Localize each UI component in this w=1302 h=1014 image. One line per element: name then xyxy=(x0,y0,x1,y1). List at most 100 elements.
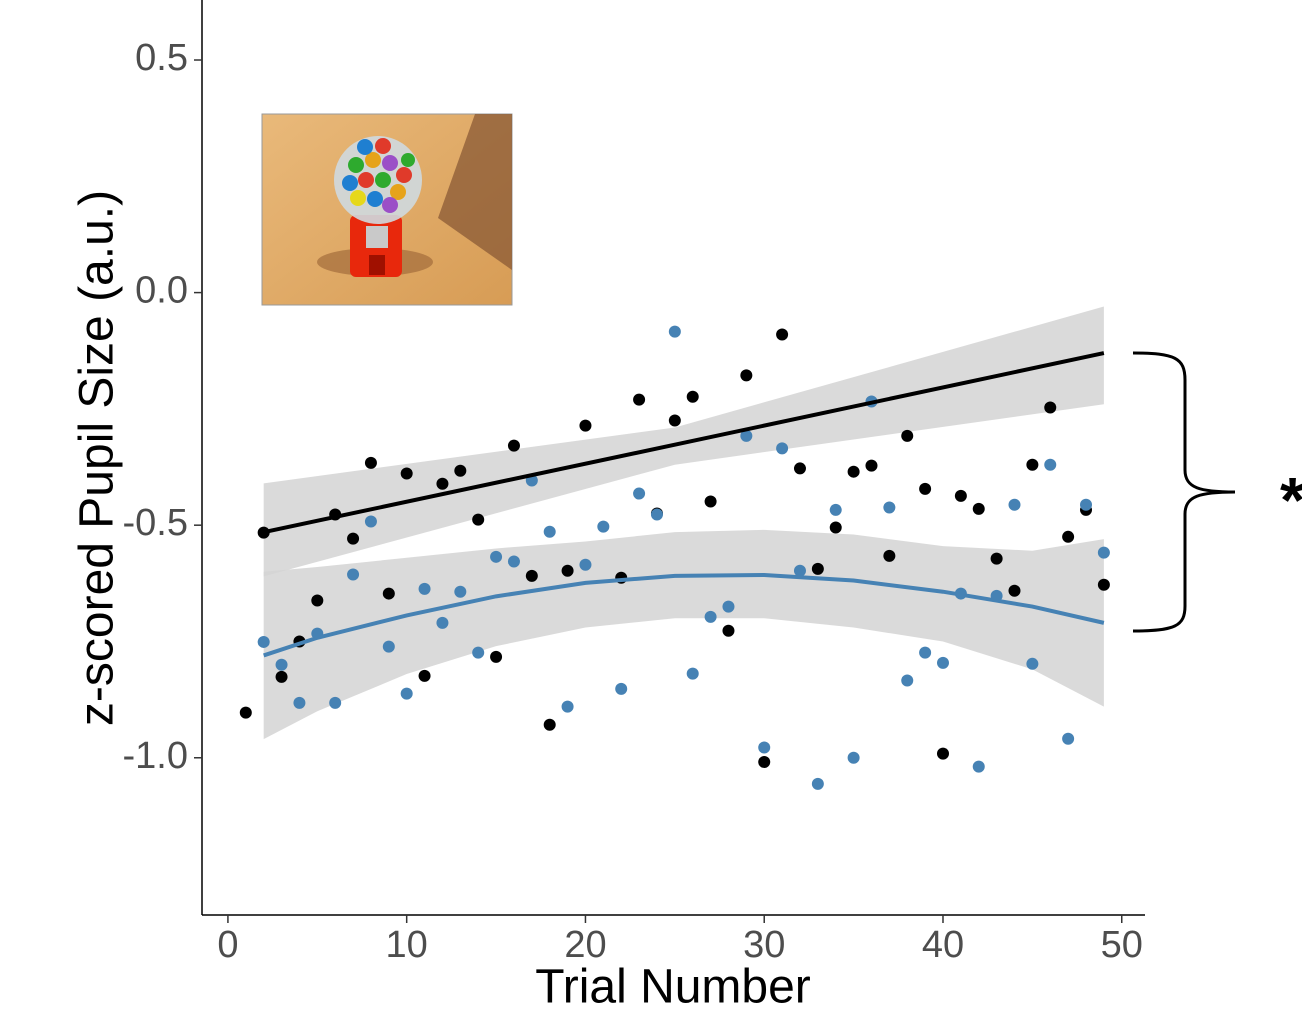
data-point xyxy=(740,429,753,442)
data-point xyxy=(507,439,520,452)
data-point xyxy=(936,747,949,760)
data-point xyxy=(1008,498,1021,511)
data-point xyxy=(758,755,771,768)
y-axis-title: z-scored Pupil Size (a.u.) xyxy=(71,190,124,726)
data-point xyxy=(829,521,842,534)
data-point xyxy=(740,369,753,382)
data-point xyxy=(543,525,556,538)
data-point xyxy=(311,594,324,607)
data-point xyxy=(650,508,663,521)
data-point xyxy=(829,503,842,516)
data-point xyxy=(686,667,699,680)
y-tick-label: 0.0 xyxy=(135,270,188,312)
confidence-band xyxy=(263,529,1104,740)
data-point xyxy=(704,610,717,623)
data-point xyxy=(1044,458,1057,471)
data-point xyxy=(364,515,377,528)
data-point xyxy=(1080,498,1093,511)
fit-lines xyxy=(263,351,1105,658)
data-point xyxy=(758,741,771,754)
x-tick-label: 30 xyxy=(743,924,785,966)
data-point xyxy=(1062,732,1075,745)
data-point xyxy=(847,465,860,478)
data-point xyxy=(1062,530,1075,543)
data-point xyxy=(257,635,270,648)
data-point xyxy=(668,414,681,427)
significance-brace xyxy=(1132,351,1236,633)
data-point xyxy=(901,674,914,687)
significance-marker: * xyxy=(1280,464,1302,536)
data-point xyxy=(1097,578,1110,591)
y-tick-label: -0.5 xyxy=(123,502,188,544)
data-point xyxy=(418,669,431,682)
data-point xyxy=(722,624,735,637)
data-point xyxy=(472,646,485,659)
inset-image xyxy=(261,113,513,306)
data-point xyxy=(490,550,503,563)
data-point xyxy=(972,760,985,773)
data-point xyxy=(472,513,485,526)
data-point xyxy=(901,429,914,442)
data-point xyxy=(972,502,985,515)
x-tick-label: 50 xyxy=(1101,924,1143,966)
fit-line xyxy=(263,572,1105,658)
data-point xyxy=(1026,458,1039,471)
data-point xyxy=(704,495,717,508)
data-point xyxy=(793,564,806,577)
data-point xyxy=(793,462,806,475)
data-point xyxy=(615,682,628,695)
data-point xyxy=(633,487,646,500)
data-point xyxy=(579,558,592,571)
data-point xyxy=(382,587,395,600)
data-point xyxy=(436,477,449,490)
data-point xyxy=(239,706,252,719)
x-tick-label: 0 xyxy=(217,924,238,966)
data-point xyxy=(776,442,789,455)
data-point xyxy=(400,687,413,700)
data-point xyxy=(1044,401,1057,414)
data-point xyxy=(954,489,967,502)
data-point xyxy=(919,646,932,659)
data-point xyxy=(990,552,1003,565)
bands xyxy=(263,306,1104,740)
y-tick-label: -1.0 xyxy=(123,735,188,777)
x-tick-label: 10 xyxy=(386,924,428,966)
data-point xyxy=(543,718,556,731)
data-point xyxy=(275,670,288,683)
x-tick-label: 20 xyxy=(564,924,606,966)
data-point xyxy=(811,562,824,575)
data-point xyxy=(1008,584,1021,597)
data-point xyxy=(1026,657,1039,670)
data-point xyxy=(936,656,949,669)
data-point xyxy=(347,532,360,545)
data-point xyxy=(382,640,395,653)
data-point xyxy=(847,751,860,764)
data-point xyxy=(454,464,467,477)
axes xyxy=(201,0,1145,916)
data-point xyxy=(883,549,896,562)
data-point xyxy=(597,520,610,533)
ticks: 0.5 0.0 -0.5 -1.0 0 10 20 30 40 50 xyxy=(123,37,1143,966)
data-point xyxy=(418,582,431,595)
data-point xyxy=(579,419,592,432)
data-point xyxy=(490,650,503,663)
data-point xyxy=(293,696,306,709)
fit-line xyxy=(263,351,1105,535)
data-point xyxy=(454,585,467,598)
data-point xyxy=(883,501,896,514)
data-point xyxy=(275,658,288,671)
data-point xyxy=(686,390,699,403)
data-point xyxy=(347,568,360,581)
data-point xyxy=(722,600,735,613)
data-point xyxy=(507,555,520,568)
data-point xyxy=(364,456,377,469)
data-point xyxy=(1097,546,1110,559)
data-point xyxy=(400,467,413,480)
x-axis-title: Trial Number xyxy=(535,961,811,1014)
data-point xyxy=(811,777,824,790)
data-point xyxy=(633,393,646,406)
data-point xyxy=(436,616,449,629)
y-tick-label: 0.5 xyxy=(135,37,188,79)
data-point xyxy=(329,696,342,709)
